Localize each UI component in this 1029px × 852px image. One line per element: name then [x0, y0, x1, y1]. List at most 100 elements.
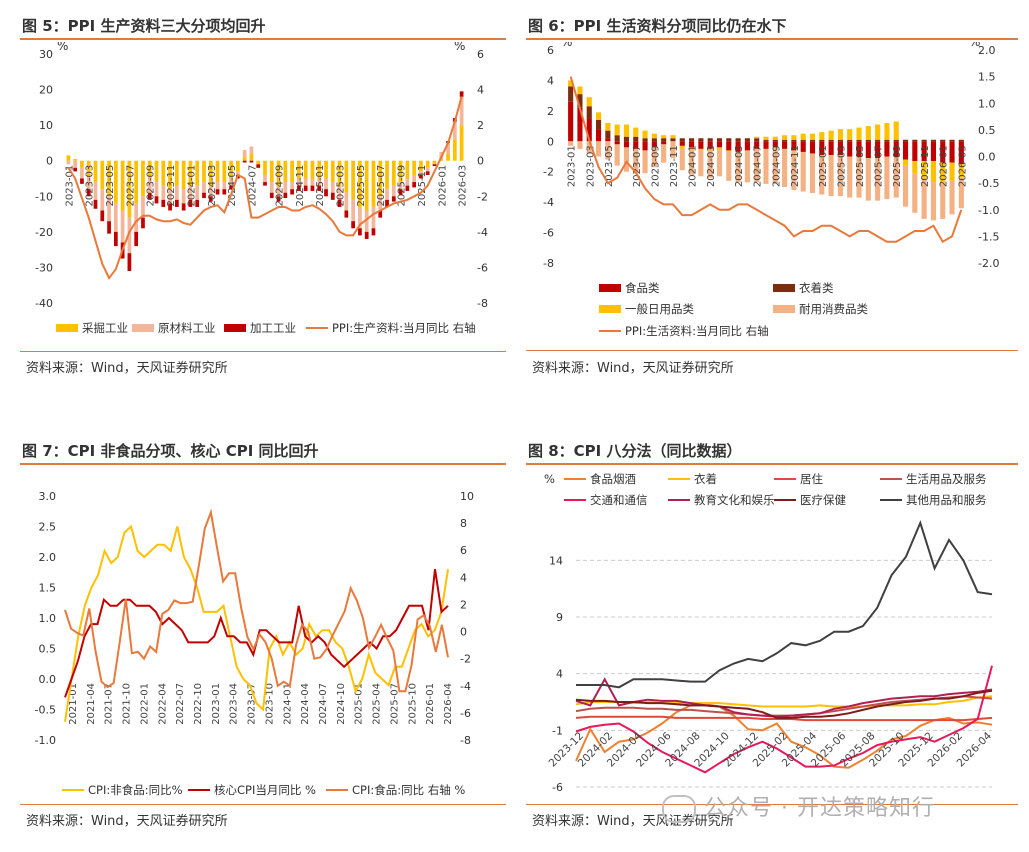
bar-segment [809, 133, 816, 140]
bar-segment [154, 196, 159, 204]
bar-segment [134, 160, 139, 204]
legend-swatch [56, 324, 78, 332]
watermark: 公众号 · 开达策略知行 [662, 790, 935, 823]
y2-tick-label: 6 [477, 48, 484, 61]
bar-segment [364, 231, 369, 239]
bar-segment [385, 199, 389, 207]
bar-segment [809, 141, 816, 154]
bar-segment [385, 160, 389, 190]
legend-label: PPI:生产资料:当月同比 右轴 [332, 321, 476, 335]
x-tick-label: 2025-01 [315, 165, 326, 207]
bar-segment [113, 231, 118, 247]
bar-segment [229, 185, 233, 190]
bar-segment [419, 174, 423, 179]
panel-cpi-eight: 图 8：CPI 八分法（同比数据） % 食品烟酒 衣着 居住 生活用品及服务 交通和通信 教… [526, 425, 1020, 845]
bar-segment [168, 189, 172, 204]
x-tick-label: 2024-09 [275, 165, 286, 207]
bar-segment [902, 139, 909, 142]
y-tick-label: -20 [35, 226, 53, 239]
bar-segment [100, 189, 105, 211]
bar-segment [317, 185, 322, 191]
x-tick-label: 2023-07 [632, 145, 643, 187]
bar-segment [828, 154, 834, 197]
x-tick-label: 2024-04 [300, 683, 311, 725]
bar-segment [884, 141, 890, 157]
bar-segment [614, 124, 620, 136]
bar-segment [446, 153, 450, 161]
x-tick-label: 2024-01 [282, 683, 293, 725]
bar-segment [698, 138, 704, 142]
bar-segment [642, 150, 648, 174]
legend-label: 采掘工业 [82, 321, 128, 335]
bar-segment [744, 138, 750, 142]
bar-segment [66, 155, 71, 161]
x-tick-label: 2022-10 [193, 683, 204, 725]
legend-label: CPI:食品:同比 右轴 % [352, 783, 465, 797]
y-tick-label: 0 [46, 155, 53, 168]
x-tick-label: 2025-05 [356, 165, 367, 207]
x-tick-label: 2025-03 [836, 145, 847, 187]
bar-segment [127, 217, 132, 254]
bar-segment [614, 135, 620, 142]
bar-segment [902, 165, 909, 207]
y-tick-label: 20 [39, 84, 53, 97]
legend-label: 原材料工业 [158, 321, 216, 335]
y2-tick-label: -4 [477, 226, 488, 239]
bar-segment [772, 141, 778, 148]
bar-segment [80, 160, 84, 168]
bar-segment [949, 180, 955, 215]
bar-segment [412, 174, 417, 183]
y-tick-label: 2.5 [39, 521, 57, 534]
bar-segment [642, 138, 648, 142]
bar-segment [837, 141, 843, 155]
x-tick-label: 2023-04 [229, 683, 240, 725]
bar-segment [337, 185, 342, 200]
bar-segment [276, 160, 281, 186]
y2-tick-label: 1.5 [978, 71, 996, 84]
x-tick-label: 2025-05 [855, 145, 866, 187]
bar-segment [698, 141, 704, 149]
bar-segment [568, 141, 574, 146]
bar-segment [283, 160, 288, 183]
bar-segment [856, 139, 862, 142]
legend-label: 衣着类 [799, 281, 834, 295]
bar-segment [893, 121, 899, 140]
y-tick-label: -4 [543, 196, 554, 209]
x-tick-label: 2026-03 [957, 145, 968, 187]
bar-segment [195, 199, 200, 207]
bar-segment [865, 126, 871, 140]
bar-segment [633, 141, 639, 149]
x-tick-label: 2023-01 [567, 145, 578, 187]
bar-segment [66, 160, 71, 165]
bar-segment [141, 196, 145, 218]
bar-segment [175, 199, 179, 207]
bar-segment [168, 203, 172, 211]
bar-segment [249, 160, 254, 163]
y-tick-label: -1 [552, 724, 563, 737]
y2-tick-label: -8 [460, 734, 471, 747]
bar-segment [344, 210, 349, 218]
bar-segment [147, 178, 152, 193]
bar-segment [912, 141, 918, 162]
bar-segment [330, 192, 335, 200]
bar-segment [763, 148, 769, 184]
bar-segment [754, 136, 760, 139]
series-line [67, 96, 463, 281]
x-tick-label: 2021-01 [68, 683, 79, 725]
bar-segment [358, 160, 362, 207]
bar-segment [661, 144, 667, 163]
bar-segment [568, 101, 574, 142]
bar-segment [93, 199, 98, 209]
source-rule [526, 350, 1018, 351]
y-tick-label: -40 [35, 297, 53, 310]
bar-segment [242, 160, 247, 163]
bar-segment [93, 160, 98, 183]
bar-segment [865, 139, 871, 142]
bar-segment [670, 138, 676, 142]
bar-segment [181, 203, 186, 211]
bar-segment [930, 139, 936, 142]
x-tick-label: 2023-10 [264, 683, 275, 725]
bar-segment [127, 160, 132, 218]
source-rule [20, 804, 506, 805]
y2-tick-label: -2.0 [978, 257, 999, 270]
